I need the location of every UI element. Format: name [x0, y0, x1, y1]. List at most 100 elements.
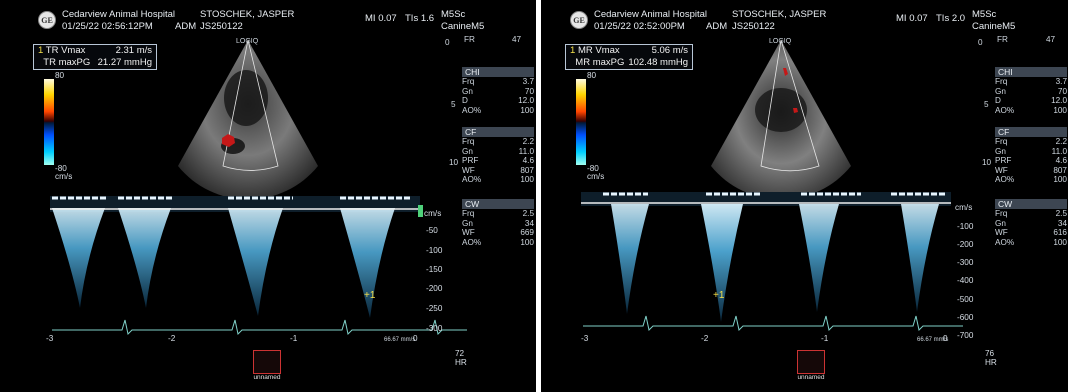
parameter-row: WF 807: [462, 165, 534, 175]
measurement-box[interactable]: 1 TR Vmax 2.31 m/s TR maxPG 21.27 mmHg: [33, 44, 157, 70]
parameter-row: WF 807: [995, 165, 1067, 175]
cw-parameter-group: CW Frq 2.5 Gn 34 WF 669 AO% 100: [462, 199, 534, 247]
parameter-row: AO% 100: [995, 175, 1067, 185]
parameter-row: Gn 11.0: [995, 146, 1067, 156]
frame-rate-value: 47: [512, 35, 522, 44]
image-thumbnail[interactable]: unnamed: [797, 350, 825, 381]
measurement-value: 102.48 mmHg: [628, 57, 688, 68]
cf-header: CF: [995, 127, 1067, 137]
probe-name: M5Sc: [441, 9, 466, 20]
brand-label: LOGIQ: [236, 38, 259, 45]
time-label: -2: [701, 334, 709, 343]
velocity-tick-label: -50: [426, 226, 438, 235]
parameter-row: AO% 100: [995, 105, 1067, 115]
svg-text:+1: +1: [713, 290, 725, 301]
measurement-row: MR maxPG 102.48 mmHg: [566, 57, 692, 69]
time-label: -2: [168, 334, 176, 343]
cw-header: CW: [462, 199, 534, 209]
measurement-row: 1 MR Vmax 5.06 m/s: [566, 45, 692, 57]
velocity-tick-label: -300: [426, 324, 443, 333]
patient-name: STOSCHEK, JASPER: [732, 9, 827, 20]
parameter-row: PRF 4.6: [995, 156, 1067, 166]
preset-name: CanineM5: [972, 21, 1016, 32]
parameter-row: PRF 4.6: [462, 156, 534, 166]
measurement-value: 5.06 m/s: [651, 45, 688, 56]
colorbar-unit: cm/s: [55, 172, 73, 181]
probe-name: M5Sc: [972, 9, 997, 20]
ge-logo-icon: GE: [570, 11, 588, 29]
measurement-row: 1 TR Vmax 2.31 m/s: [34, 45, 156, 57]
operator-label: ADM: [706, 21, 728, 32]
color-velocity-bar: [576, 79, 586, 165]
depth-marker-ten: 10: [449, 158, 459, 167]
ge-logo-icon: GE: [38, 11, 56, 29]
colorbar-top-value: 80: [55, 71, 65, 80]
parameter-row: Gn 70: [462, 86, 534, 96]
exam-datetime: 01/25/22 02:52:00PM: [594, 21, 685, 32]
time-label: 0: [413, 334, 418, 343]
operator-label: ADM: [175, 21, 197, 32]
parameter-row: AO% 100: [995, 237, 1067, 247]
velocity-tick-label: -700: [957, 331, 974, 340]
parameter-row: Frq 2.2: [462, 137, 534, 146]
svg-text:+1: +1: [364, 290, 376, 301]
brand-label: LOGIQ: [769, 38, 792, 45]
measurement-row: TR maxPG 21.27 mmHg: [34, 57, 156, 69]
colorbar-unit: cm/s: [587, 172, 605, 181]
patient-name: STOSCHEK, JASPER: [200, 9, 295, 20]
time-label: -3: [46, 334, 54, 343]
thumbnail-label: unnamed: [253, 374, 281, 381]
parameter-row: Frq 2.5: [462, 209, 534, 218]
parameter-row: AO% 100: [462, 175, 534, 185]
measurement-box[interactable]: 1 MR Vmax 5.06 m/s MR maxPG 102.48 mmHg: [565, 44, 693, 70]
cf-parameter-group: CF Frq 2.2 Gn 11.0 PRF 4.6 WF 807 AO% 100: [462, 127, 534, 185]
colorbar-bottom-value: -80: [587, 164, 599, 173]
time-label: -3: [581, 334, 589, 343]
depth-marker-zero: 0: [445, 38, 450, 47]
velocity-tick-label: -250: [426, 304, 443, 313]
parameter-row: Frq 3.7: [995, 77, 1067, 86]
parameter-row: Gn 70: [995, 86, 1067, 96]
colorbar-bottom-value: -80: [55, 164, 67, 173]
spectral-doppler-trace: +1: [50, 196, 467, 336]
cf-header: CF: [462, 127, 534, 137]
depth-marker-zero: 0: [978, 38, 983, 47]
tis-index: TIs 1.6: [405, 13, 435, 24]
parameter-row: D 12.0: [462, 96, 534, 106]
parameter-row: Frq 3.7: [462, 77, 534, 86]
b-mode-sector-image: [711, 39, 851, 200]
velocity-unit: cm/s: [424, 209, 442, 218]
velocity-tick-label: -600: [957, 313, 974, 322]
heart-rate-label: HR: [985, 358, 997, 367]
frame-rate-value: 47: [1046, 35, 1056, 44]
parameter-row: Gn 34: [995, 218, 1067, 228]
colorbar-top-value: 80: [587, 71, 597, 80]
mi-index: MI 0.07: [365, 13, 397, 24]
spectral-doppler-trace: +1: [581, 192, 963, 332]
velocity-tick-label: -200: [957, 240, 974, 249]
image-thumbnail[interactable]: unnamed: [253, 350, 281, 381]
frame-rate-label: FR: [464, 35, 475, 44]
measurement-marker: 1: [570, 45, 576, 56]
thumbnail-label: unnamed: [797, 374, 825, 381]
measurement-label: TR Vmax: [45, 45, 86, 56]
velocity-tick-label: -100: [957, 222, 974, 231]
thumbnail-frame: [797, 350, 825, 374]
patient-id: JS250122: [732, 21, 775, 32]
thumbnail-frame: [253, 350, 281, 374]
ultrasound-panel-mr: GE Cedarview Animal Hospital 01/25/22 02…: [541, 0, 1068, 392]
measurement-marker: 1: [38, 45, 44, 56]
parameter-row: WF 616: [995, 228, 1067, 238]
b-mode-sector-image: [178, 39, 318, 200]
hospital-name: Cedarview Animal Hospital: [594, 9, 707, 20]
parameter-row: Gn 34: [462, 218, 534, 228]
parameter-row: Frq 2.2: [995, 137, 1067, 146]
heart-rate-value: 76: [985, 349, 995, 358]
parameter-row: D 12.0: [995, 96, 1067, 106]
depth-marker-five: 5: [984, 100, 989, 109]
velocity-tick-label: -200: [426, 284, 443, 293]
mi-index: MI 0.07: [896, 13, 928, 24]
chi-parameter-group: CHI Frq 3.7 Gn 70 D 12.0 AO% 100: [995, 67, 1067, 115]
sweep-speed: 66.67 mm/s: [917, 337, 949, 343]
parameter-row: AO% 100: [462, 237, 534, 247]
